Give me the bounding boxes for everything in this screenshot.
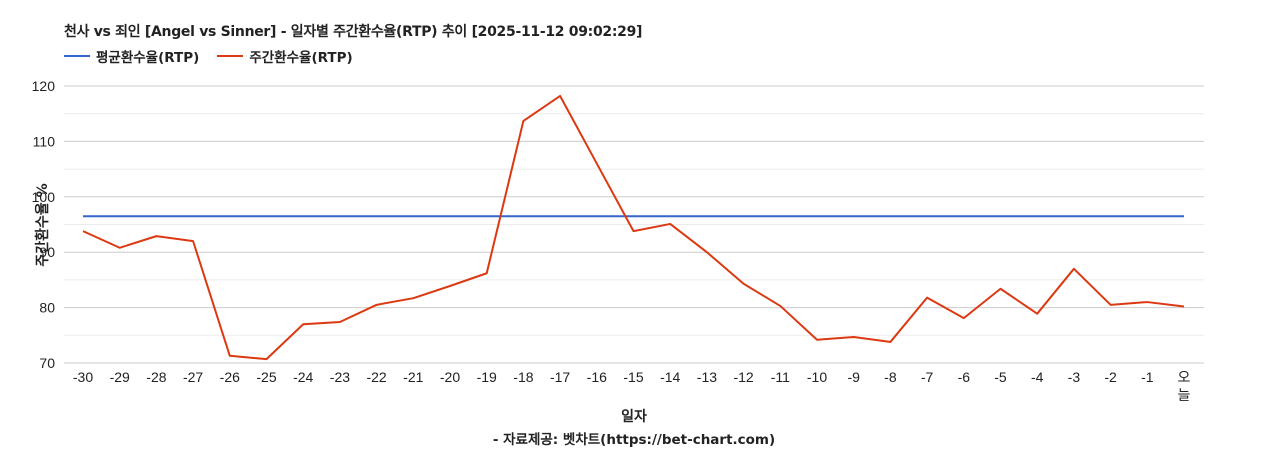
y-tick-label: 90 — [39, 244, 55, 260]
x-axis-label: 일자 — [621, 409, 647, 425]
x-tick-label: -10 — [807, 369, 827, 385]
y-tick-label: 80 — [39, 300, 55, 316]
y-axis-label: 주간환수율 % — [34, 183, 51, 266]
chart-title: 천사 vs 죄인 [Angel vs Sinner] - 일자별 주간환수율(R… — [64, 24, 643, 40]
legend-item-average[interactable]: 평균환수율(RTP) — [64, 46, 199, 66]
x-tick-label: -25 — [256, 369, 276, 385]
gridlines — [64, 85, 1204, 364]
x-tick-label: -26 — [220, 369, 240, 385]
legend-swatch-weekly — [217, 55, 244, 57]
x-tick-label: -3 — [1068, 369, 1081, 385]
x-tick-label: -12 — [733, 369, 753, 385]
x-tick-label: -19 — [477, 369, 497, 385]
x-tick-label: -18 — [513, 369, 533, 385]
x-tick-label: -27 — [183, 369, 203, 385]
x-tick-label: -1 — [1141, 369, 1154, 385]
x-tick-label: -11 — [771, 369, 790, 385]
legend-label-average: 평균환수율(RTP) — [96, 50, 200, 66]
x-tick-label: -9 — [847, 369, 860, 385]
x-tick-label: -2 — [1104, 369, 1117, 385]
y-tick-label: 100 — [32, 189, 56, 205]
x-tick-label: -17 — [550, 369, 570, 385]
y-tick-label: 70 — [39, 355, 55, 371]
x-tick-label: -29 — [110, 369, 130, 385]
x-axis-ticks: -30 -29 -28 -27 -26 -25 -24 -23 -22 -21 -20 -19 -18 -… — [73, 369, 1191, 403]
x-tick-label: -8 — [884, 369, 897, 385]
x-tick-label: -15 — [623, 369, 643, 385]
x-tick-label: -4 — [1031, 369, 1044, 385]
x-tick-label: -21 — [403, 369, 423, 385]
data-source-credit: - 자료제공: 벳차트(https://bet-chart.com) — [492, 432, 776, 448]
x-tick-label: -5 — [994, 369, 1007, 385]
weekly-rtp-line[interactable] — [82, 94, 1185, 361]
legend-swatch-average — [64, 55, 90, 57]
x-tick-label: -16 — [587, 369, 607, 385]
data-lines — [82, 94, 1185, 361]
x-tick-label: -6 — [958, 369, 971, 385]
legend-label-weekly: 주간환수율(RTP) — [249, 50, 353, 66]
x-tick-label: -22 — [366, 369, 386, 385]
legend: 평균환수율(RTP) 주간환수율(RTP) — [64, 46, 353, 66]
legend-item-weekly[interactable]: 주간환수율(RTP) — [217, 46, 353, 66]
x-tick-label: -7 — [921, 369, 934, 385]
y-axis-ticks: 70 80 90 100 110 120 — [32, 78, 56, 371]
x-tick-label: -28 — [146, 369, 166, 385]
x-tick-label: -23 — [330, 369, 350, 385]
x-tick-label: -14 — [660, 369, 680, 385]
y-tick-label: 120 — [32, 78, 56, 94]
x-tick-label: -13 — [697, 369, 717, 385]
x-tick-label: -30 — [73, 369, 93, 385]
x-tick-label: -20 — [440, 369, 460, 385]
y-tick-label: 110 — [33, 133, 56, 149]
x-tick-label: -24 — [293, 369, 313, 385]
